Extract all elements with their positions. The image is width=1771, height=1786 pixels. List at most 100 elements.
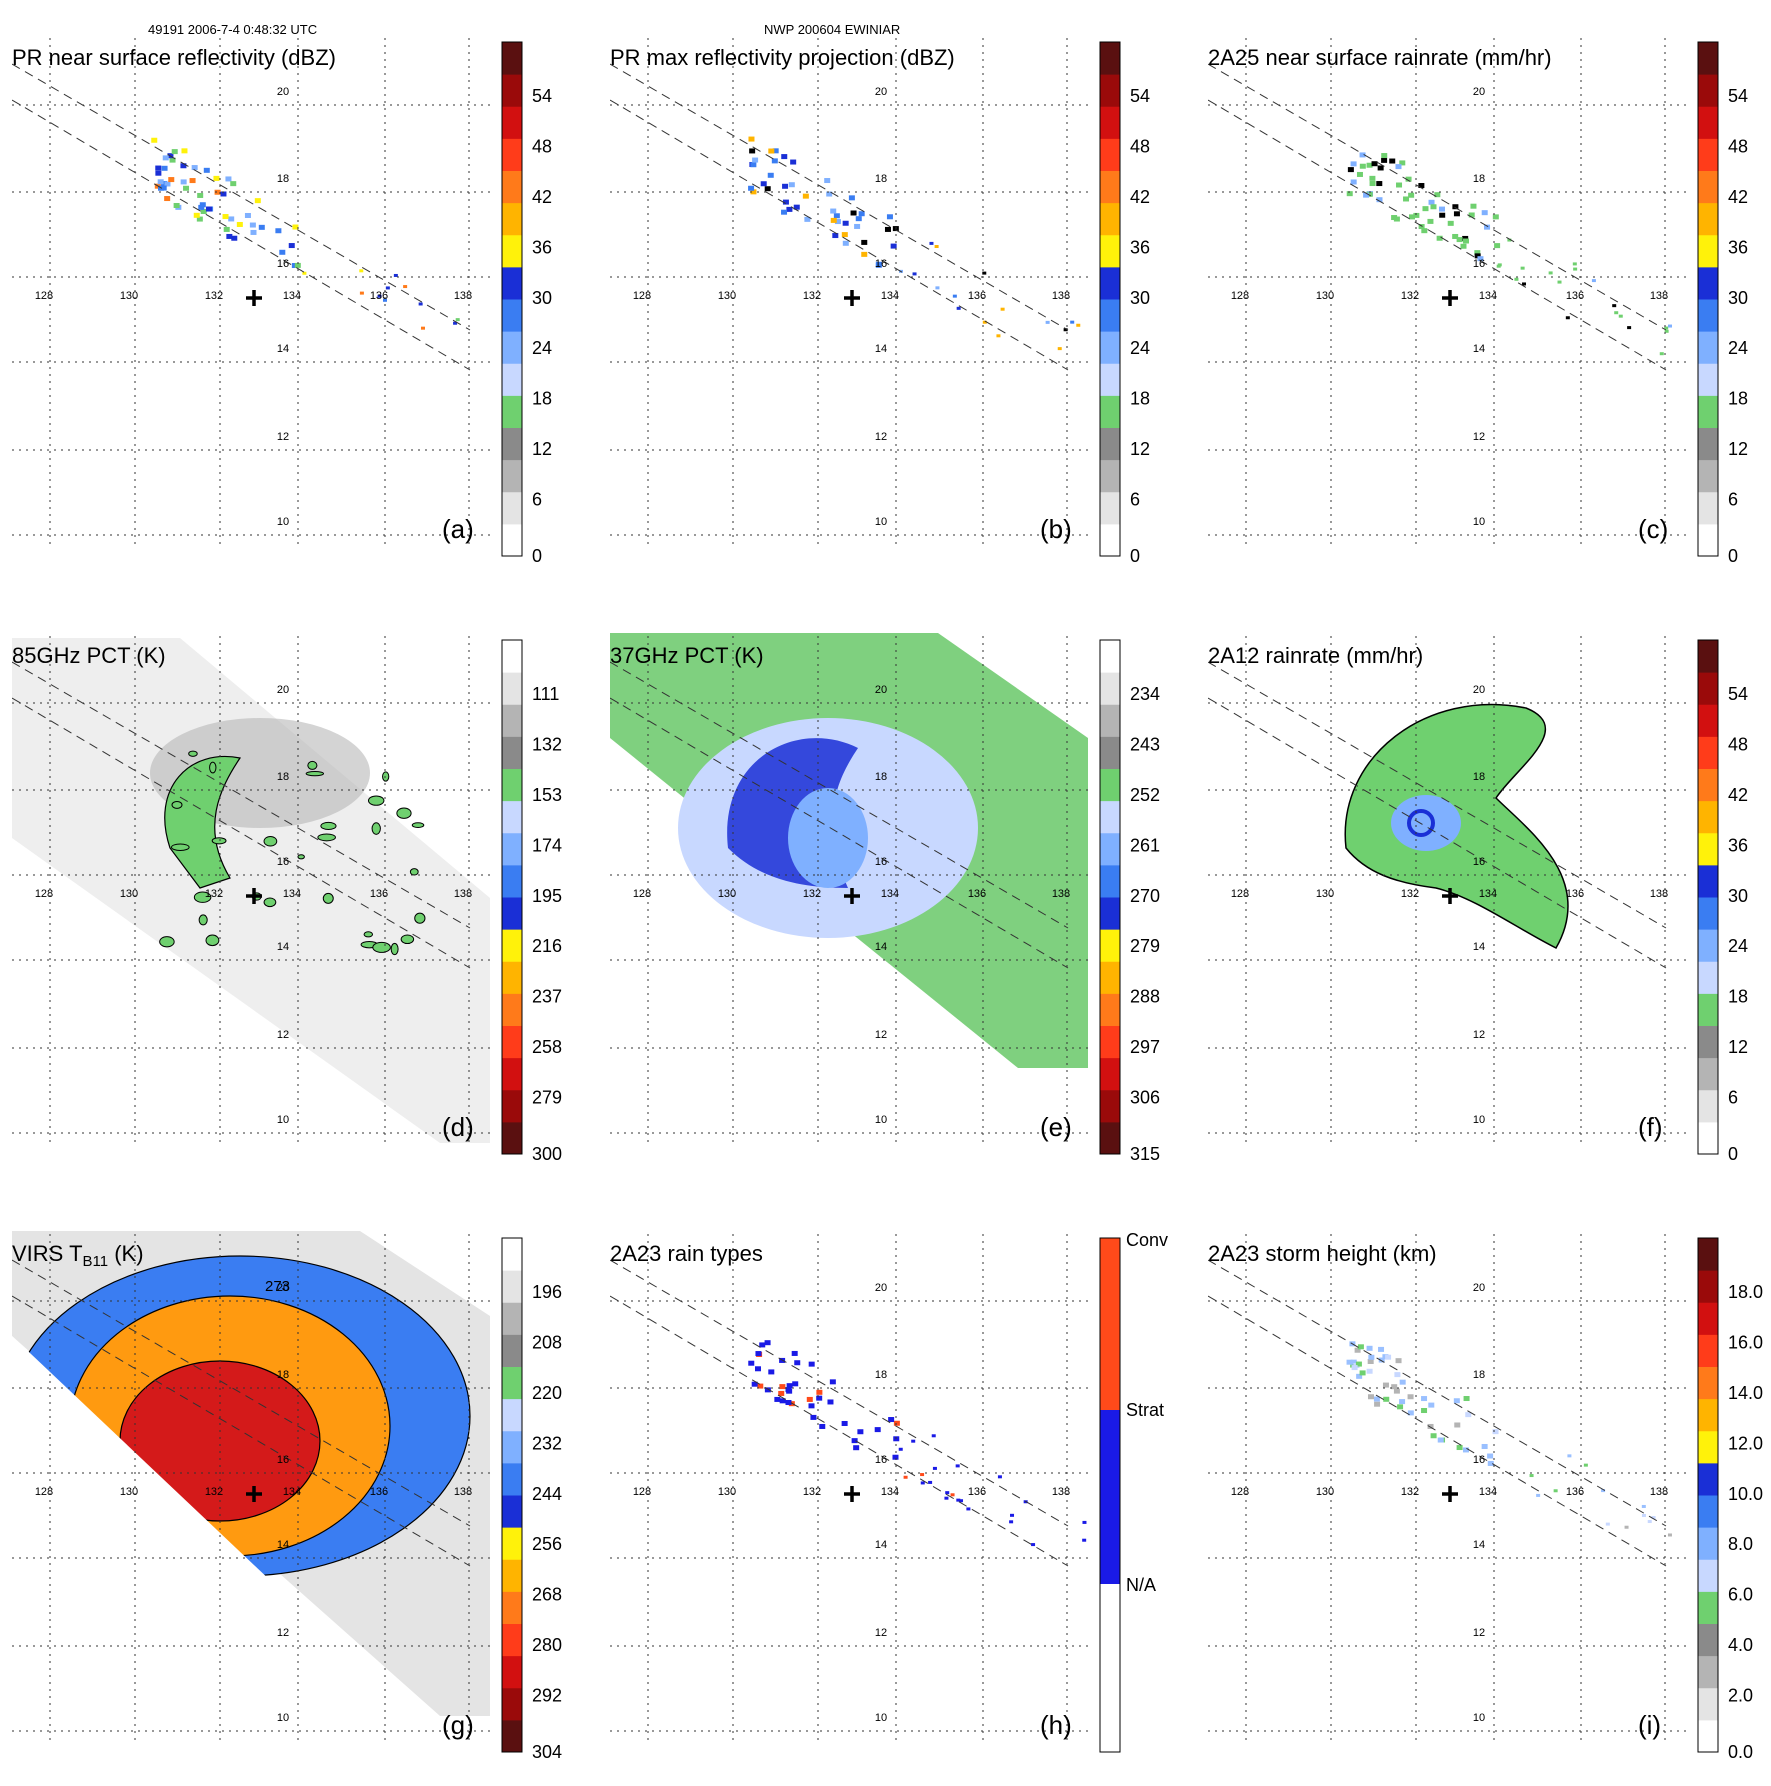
colorbar-segment [502,1334,522,1367]
panel-f: 128 130 132 134 136 138 10 12 14 16 18 20 2A12 rainr… [1208,636,1748,1164]
pr-pixel [200,208,207,214]
pr-pixel [1438,206,1445,212]
longitude-label: 130 [120,290,138,302]
longitude-label: 138 [1052,1486,1070,1498]
colorbar-segment [1698,42,1718,75]
longitude-label: 138 [1052,888,1070,900]
colorbar-segment [1100,395,1120,428]
latitude-label: 14 [1473,1539,1485,1551]
pr-pixel [755,1351,762,1357]
pr-pixel [1463,1396,1470,1402]
pr-pixel [834,219,841,225]
longitude-label: 130 [718,1486,736,1498]
pr-pixel [151,137,158,143]
convective-cell [305,771,325,777]
pr-pixel [1454,1422,1461,1428]
colorbar-segment [1100,897,1120,930]
colorbar-tick-label: 54 [532,86,552,106]
pr-pixel [228,216,235,222]
colorbar-segment [1698,1302,1718,1335]
pr-pixel [1063,328,1068,332]
convective-cell [297,854,305,860]
latitude-label: 20 [1473,684,1485,696]
colorbar-segment [502,1655,522,1689]
panel-letter: (i) [1638,1710,1661,1740]
latitude-label: 12 [277,1627,289,1639]
pr-pixel [173,202,180,208]
pr-pixel [1507,238,1512,242]
convective-cell [170,843,190,851]
pr-pixel [781,209,788,215]
colorbar-tick-label: 30 [532,288,552,308]
pr-pixel [1403,196,1410,202]
colorbar-segment [502,929,522,962]
pr-pixel [160,185,167,191]
pr-pixel [203,167,210,173]
colorbar-tick-label: 216 [532,936,562,956]
tmi-85ghz-swath [12,638,490,1143]
pr-swath-edge [12,1295,471,1567]
longitude-label: 136 [370,290,388,302]
colorbar-segment [1698,74,1718,107]
panel-letter: (g) [442,1710,474,1740]
pr-pixel [816,1395,823,1401]
pr-pixel [1383,1396,1390,1402]
pr-pixel [1601,1489,1606,1493]
panel-title: 37GHz PCT (K) [610,643,764,668]
colorbar-segment [502,74,522,107]
latitude-label: 12 [875,1029,887,1041]
colorbar-tick-label: 315 [1130,1144,1160,1164]
longitude-label: 132 [1401,1486,1419,1498]
colorbar-tick-label: 10.0 [1728,1484,1763,1504]
colorbar-tick-label: 54 [1728,86,1748,106]
colorbar-segment [502,106,522,139]
pr-pixel [231,235,238,241]
longitude-label: 128 [1231,290,1249,302]
pr-pixel [1350,1359,1357,1365]
longitude-label: 138 [454,290,472,302]
pr-pixel [377,294,382,298]
latitude-label: 18 [875,771,887,783]
pr-pixel [1394,1372,1401,1378]
pr-pixel [1573,267,1578,271]
pr-pixel [226,233,233,239]
pr-pixel [768,1369,775,1375]
pr-pixel [1381,157,1388,163]
convective-cell [372,941,391,953]
pr-pixel [1439,212,1446,218]
colorbar-segment [502,1591,522,1624]
longitude-label: 130 [718,888,736,900]
pr-pixel [1477,256,1484,262]
colorbar-tick-label: 288 [1130,987,1160,1007]
pr-pixel [1357,1344,1364,1350]
pr-pixel [1614,311,1619,315]
longitude-label: 130 [120,888,138,900]
latitude-label: 20 [875,86,887,98]
pr-pixel [1366,191,1373,197]
colorbar-tick-label: 174 [532,835,562,855]
pr-pixel [214,189,221,195]
colorbar-segment [502,266,522,300]
pr-pixel [1641,1514,1646,1518]
colorbar-segment [502,768,522,802]
colorbar-tick-label: 6 [532,490,542,510]
pr-pixel [1514,277,1519,281]
pr-pixel [236,221,243,227]
longitude-label: 136 [370,1486,388,1498]
colorbar-segment [1698,1057,1718,1091]
longitude-label: 130 [1316,1486,1334,1498]
colorbar-segment [1698,929,1718,962]
pr-pixel [786,1388,793,1394]
pr-pixel [180,179,187,185]
pr-pixel [213,175,220,181]
pr-pixel [959,1499,964,1503]
colorbar-tick-label: 0.0 [1728,1742,1753,1762]
colorbar: Conv Strat N/A [1099,1230,1168,1753]
storm-center-marker [246,888,262,904]
longitude-label: 138 [454,888,472,900]
pr-pixel [759,1342,766,1348]
colorbar-tick-label: 279 [532,1088,562,1108]
latitude-label: 16 [875,1454,887,1466]
colorbar-segment [502,832,522,866]
